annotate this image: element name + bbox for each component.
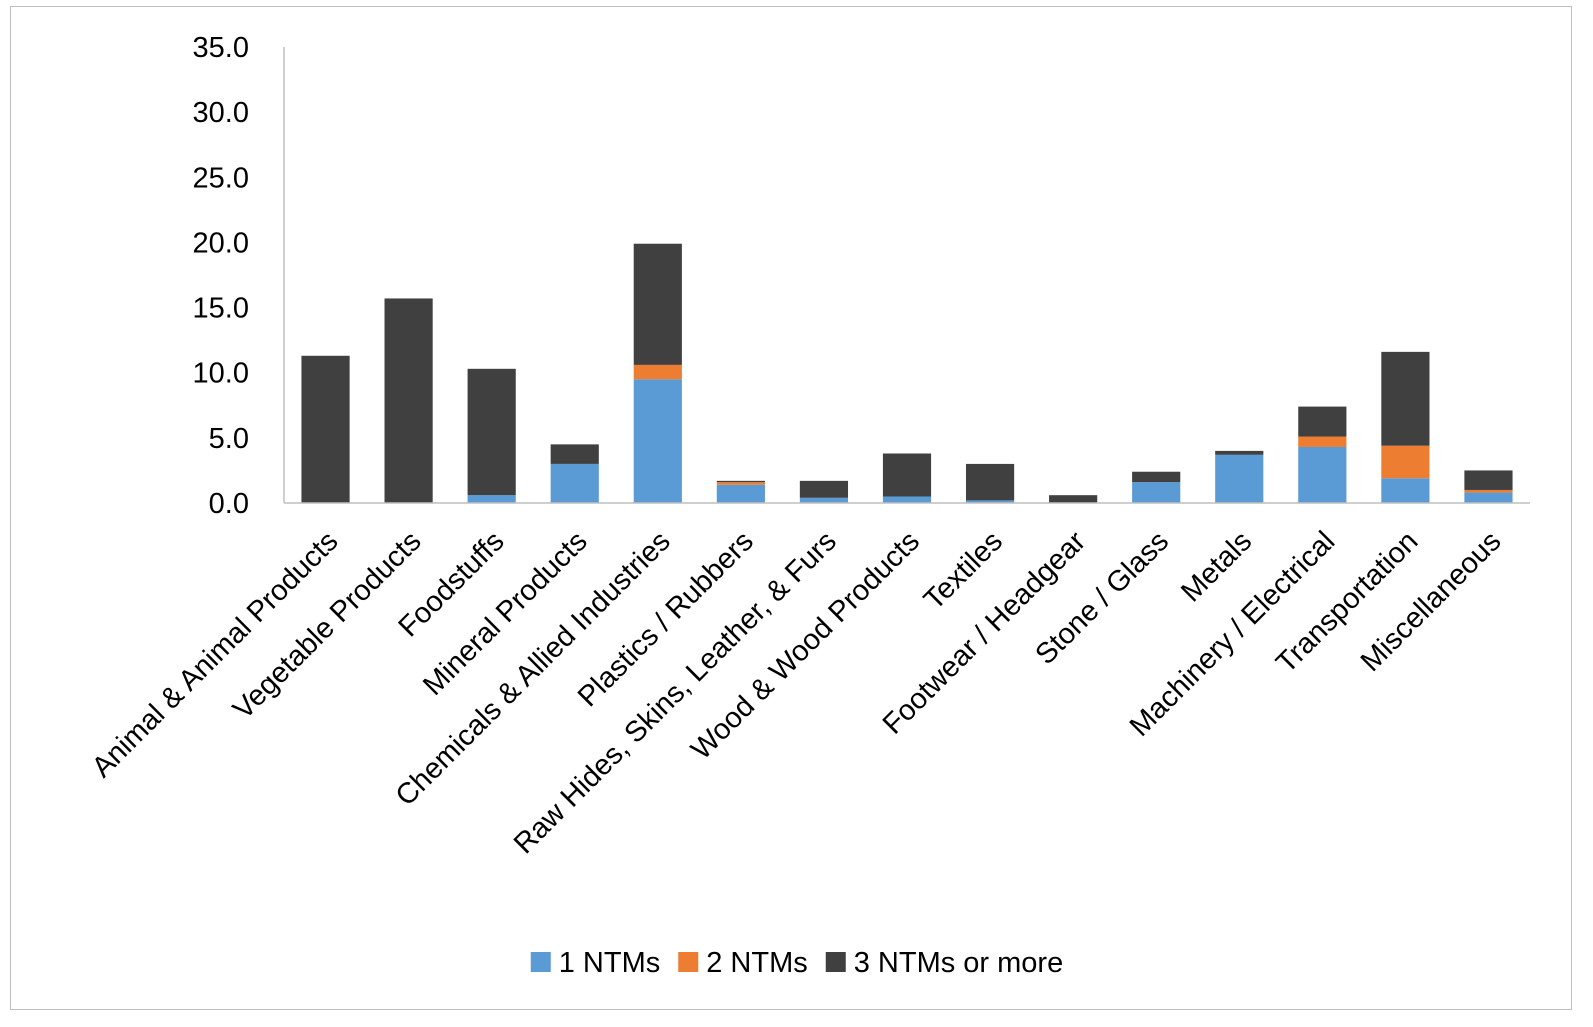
- y-axis-tick-labels: 0.0 5.0 10.0 15.0 20.0 25.0 30.0 35.0: [193, 32, 249, 520]
- bar-segment-3-ntms-or-more: [1298, 406, 1347, 437]
- bar-segment-1-ntms: [716, 484, 765, 503]
- bar-segment-1-ntms: [882, 496, 932, 503]
- y-tick-label: 35.0: [193, 32, 249, 64]
- bar-segment-3-ntms-or-more: [965, 463, 1015, 501]
- y-tick-label: 5.0: [209, 423, 249, 455]
- y-tick-label: 0.0: [209, 488, 249, 520]
- y-tick-label: 10.0: [193, 358, 249, 390]
- bar-segment-2-ntms: [716, 482, 765, 485]
- bar-segment-3-ntms-or-more: [1381, 351, 1430, 446]
- bar-segment-3-ntms-or-more: [716, 480, 765, 483]
- bar-segment-3-ntms-or-more: [301, 355, 350, 503]
- bar-segment-3-ntms-or-more: [1132, 471, 1181, 483]
- bar-segment-3-ntms-or-more: [1215, 450, 1264, 455]
- chart-frame: [10, 6, 1572, 1010]
- bar-segment-3-ntms-or-more: [467, 368, 516, 496]
- bar-series-group: [301, 243, 1513, 503]
- y-tick-label: 20.0: [193, 227, 249, 259]
- bar-segment-2-ntms: [1381, 445, 1430, 479]
- bar-segment-1-ntms: [1381, 478, 1430, 503]
- legend-swatch: [530, 952, 551, 972]
- legend-label: 2 NTMs: [706, 947, 808, 979]
- bar-segment-1-ntms: [550, 463, 599, 503]
- bar-segment-2-ntms: [1464, 489, 1513, 493]
- y-tick-label: 15.0: [193, 293, 249, 325]
- bar-segment-1-ntms: [633, 379, 682, 503]
- bar-segment-1-ntms: [467, 495, 516, 503]
- legend-swatch: [678, 952, 699, 972]
- legend-swatch: [825, 952, 846, 972]
- bar-segment-2-ntms: [1298, 436, 1347, 447]
- x-category-label: Transportation: [1270, 525, 1424, 679]
- bar-segment-3-ntms-or-more: [550, 444, 599, 464]
- bar-segment-1-ntms: [1298, 446, 1347, 503]
- legend-label: 3 NTMs or more: [854, 947, 1063, 979]
- bar-segment-1-ntms: [965, 500, 1015, 503]
- legend: 1 NTMs 2 NTMs 3 NTMs or more: [530, 947, 1063, 979]
- bar-segment-1-ntms: [1215, 454, 1264, 503]
- bar-segment-1-ntms: [799, 497, 849, 503]
- bar-segment-3-ntms-or-more: [882, 453, 932, 497]
- bar-segment-3-ntms-or-more: [1049, 495, 1098, 503]
- bar-segment-3-ntms-or-more: [633, 243, 682, 365]
- bar-segment-2-ntms: [633, 364, 682, 380]
- bar-segment-3-ntms-or-more: [799, 480, 849, 498]
- bar-segment-3-ntms-or-more: [1464, 470, 1513, 490]
- bar-segment-1-ntms: [1464, 492, 1513, 503]
- bar-segment-1-ntms: [1132, 482, 1181, 503]
- y-tick-label: 30.0: [193, 97, 249, 129]
- bar-segment-3-ntms-or-more: [384, 298, 433, 503]
- x-category-label: Metals: [1175, 525, 1258, 608]
- legend-label: 1 NTMs: [559, 947, 661, 979]
- y-tick-label: 25.0: [193, 162, 249, 194]
